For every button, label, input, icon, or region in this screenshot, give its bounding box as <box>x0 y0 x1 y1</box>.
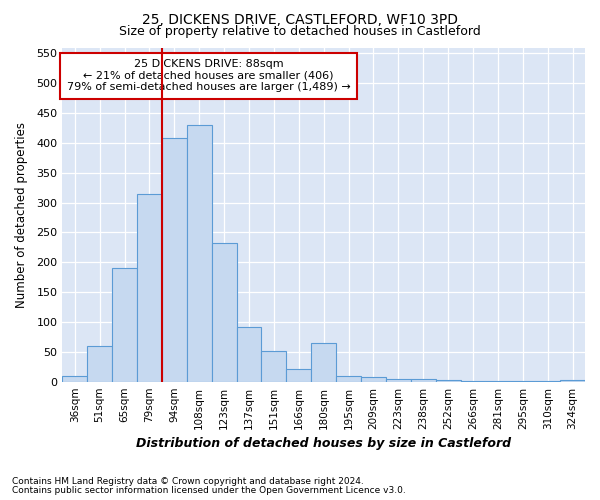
Text: 25, DICKENS DRIVE, CASTLEFORD, WF10 3PD: 25, DICKENS DRIVE, CASTLEFORD, WF10 3PD <box>142 12 458 26</box>
Bar <box>361 377 386 382</box>
Text: Contains public sector information licensed under the Open Government Licence v3: Contains public sector information licen… <box>12 486 406 495</box>
Bar <box>187 125 212 382</box>
Bar <box>386 378 411 382</box>
Bar <box>87 346 112 382</box>
X-axis label: Distribution of detached houses by size in Castleford: Distribution of detached houses by size … <box>136 437 511 450</box>
Y-axis label: Number of detached properties: Number of detached properties <box>15 122 28 308</box>
Bar <box>336 376 361 382</box>
Bar <box>485 381 511 382</box>
Text: 25 DICKENS DRIVE: 88sqm
← 21% of detached houses are smaller (406)
79% of semi-d: 25 DICKENS DRIVE: 88sqm ← 21% of detache… <box>67 59 350 92</box>
Text: Contains HM Land Registry data © Crown copyright and database right 2024.: Contains HM Land Registry data © Crown c… <box>12 477 364 486</box>
Bar <box>112 268 137 382</box>
Bar <box>162 138 187 382</box>
Text: Size of property relative to detached houses in Castleford: Size of property relative to detached ho… <box>119 25 481 38</box>
Bar <box>311 343 336 382</box>
Bar <box>262 350 286 382</box>
Bar <box>286 368 311 382</box>
Bar <box>436 380 461 382</box>
Bar <box>535 381 560 382</box>
Bar <box>62 376 87 382</box>
Bar <box>236 327 262 382</box>
Bar <box>461 381 485 382</box>
Bar <box>511 381 535 382</box>
Bar <box>212 243 236 382</box>
Bar <box>411 380 436 382</box>
Bar <box>560 380 585 382</box>
Bar <box>137 194 162 382</box>
